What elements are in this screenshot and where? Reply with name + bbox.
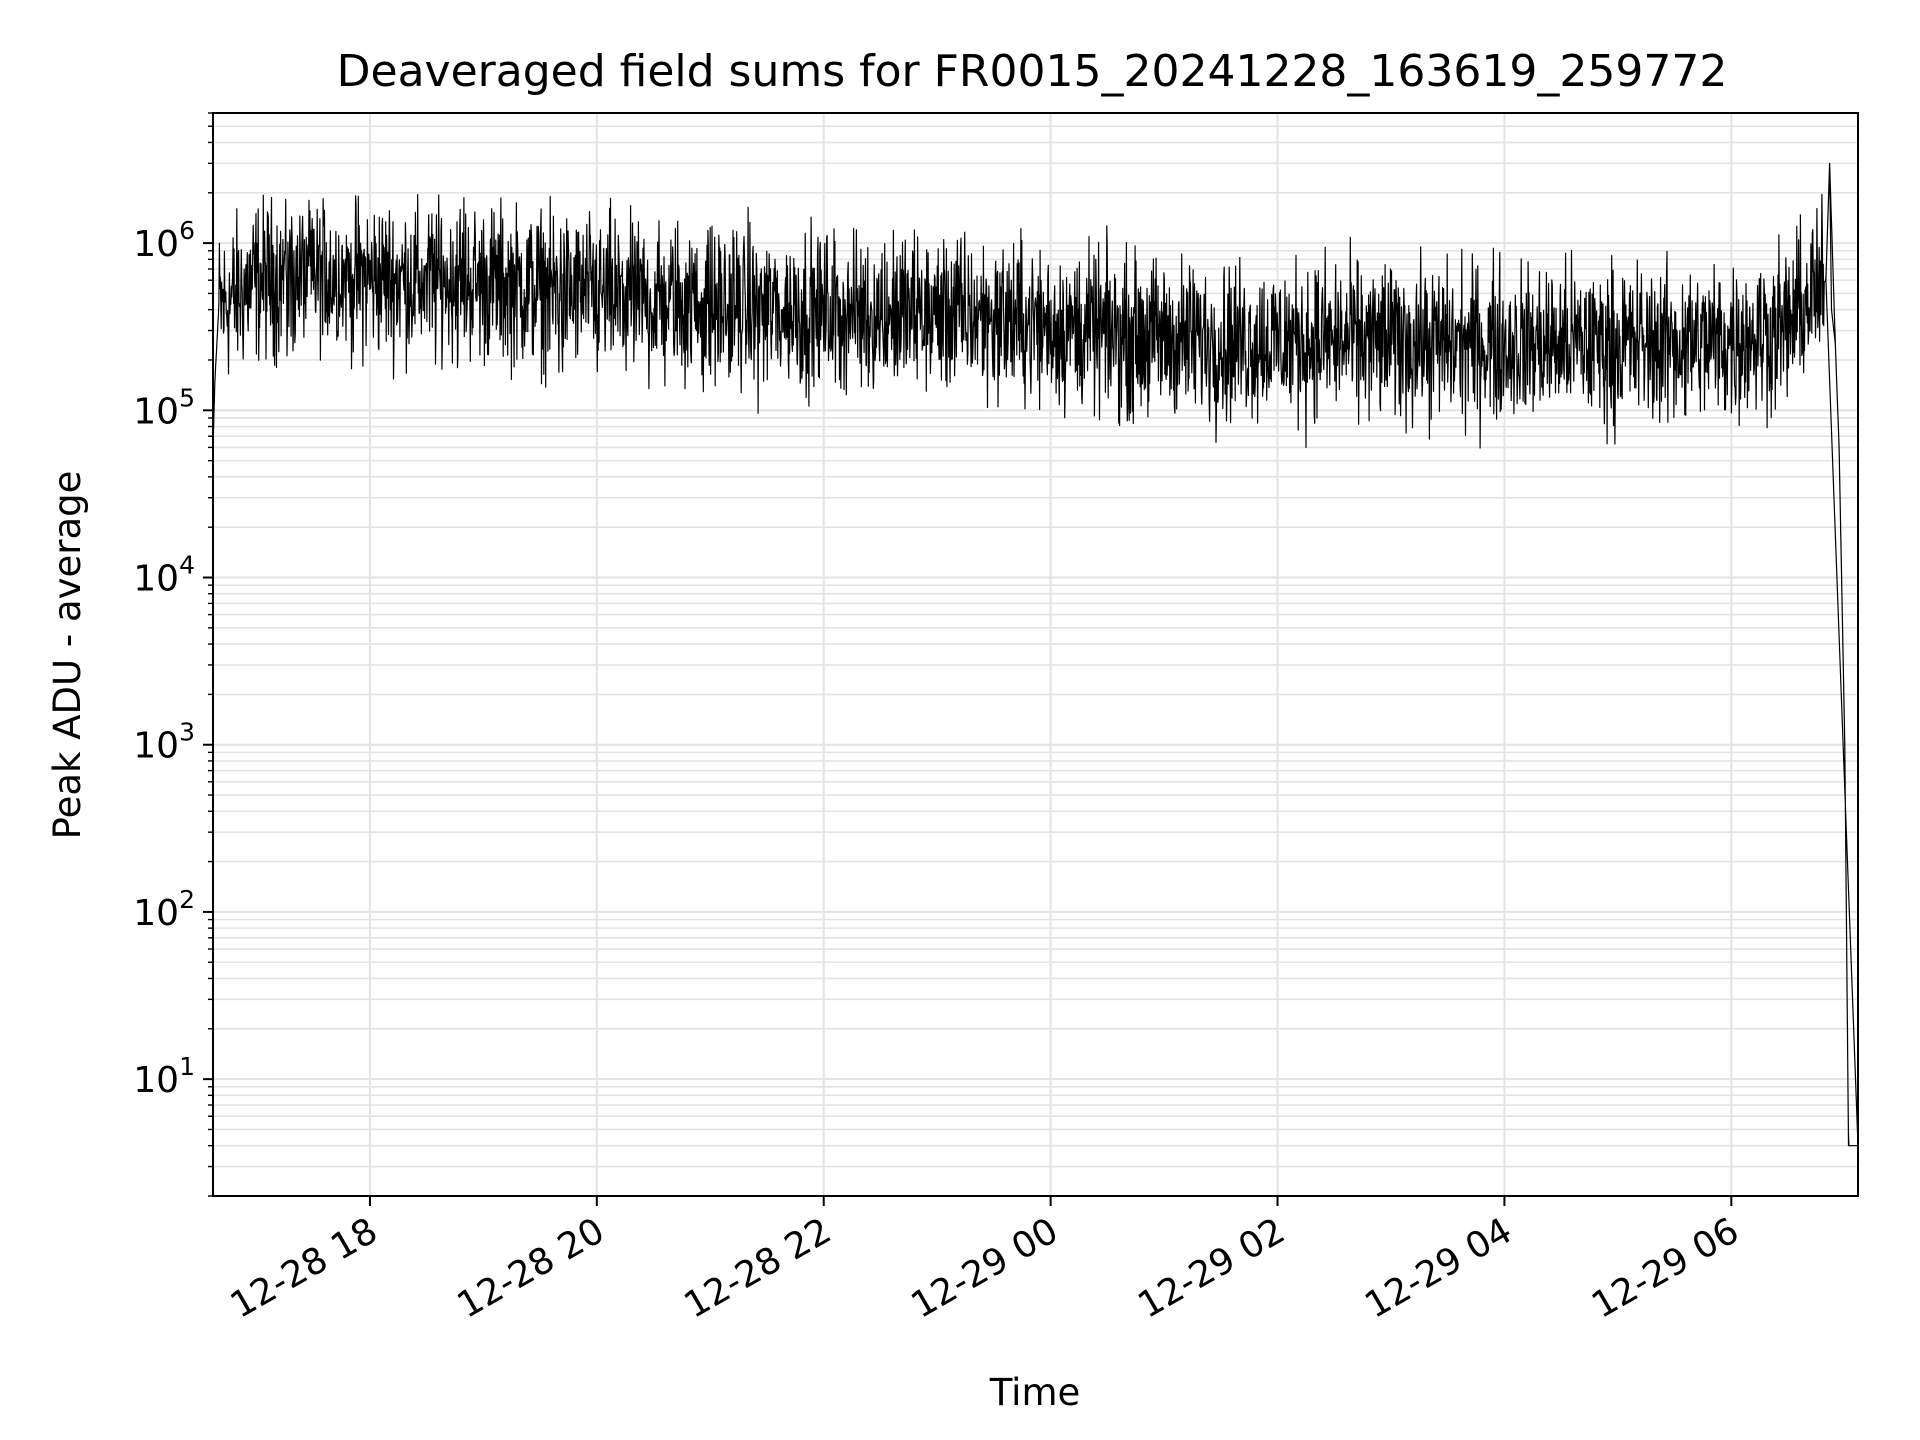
series-line bbox=[212, 162, 1859, 1147]
y-tick-exponent: 1 bbox=[179, 1052, 195, 1081]
y-tick-base: 10 bbox=[133, 391, 179, 432]
chart-title: Deaveraged field sums for FR0015_2024122… bbox=[337, 46, 1728, 97]
y-tick-label: 105 bbox=[133, 383, 195, 432]
y-tick-base: 10 bbox=[133, 1060, 179, 1101]
y-axis-label: Peak ADU - average bbox=[46, 471, 89, 840]
plot-area bbox=[212, 112, 1859, 1197]
y-tick-label: 104 bbox=[133, 551, 195, 600]
y-tick-exponent: 6 bbox=[179, 216, 195, 245]
y-tick-base: 10 bbox=[133, 726, 179, 767]
y-tick-exponent: 2 bbox=[179, 885, 195, 914]
y-tick-base: 10 bbox=[133, 893, 179, 934]
y-grid bbox=[213, 112, 1858, 1197]
y-tick-exponent: 5 bbox=[179, 383, 195, 412]
y-tick-label: 102 bbox=[133, 885, 195, 934]
y-tick-base: 10 bbox=[133, 224, 179, 265]
y-tick-label: 106 bbox=[133, 216, 195, 265]
y-tick-base: 10 bbox=[133, 559, 179, 600]
y-tick-label: 101 bbox=[133, 1052, 195, 1101]
x-axis-label: Time bbox=[989, 1371, 1081, 1414]
plot-frame bbox=[212, 112, 1859, 1197]
y-tick-exponent: 4 bbox=[179, 551, 195, 580]
y-tick-label: 103 bbox=[133, 718, 195, 767]
y-tick-exponent: 3 bbox=[179, 718, 195, 747]
